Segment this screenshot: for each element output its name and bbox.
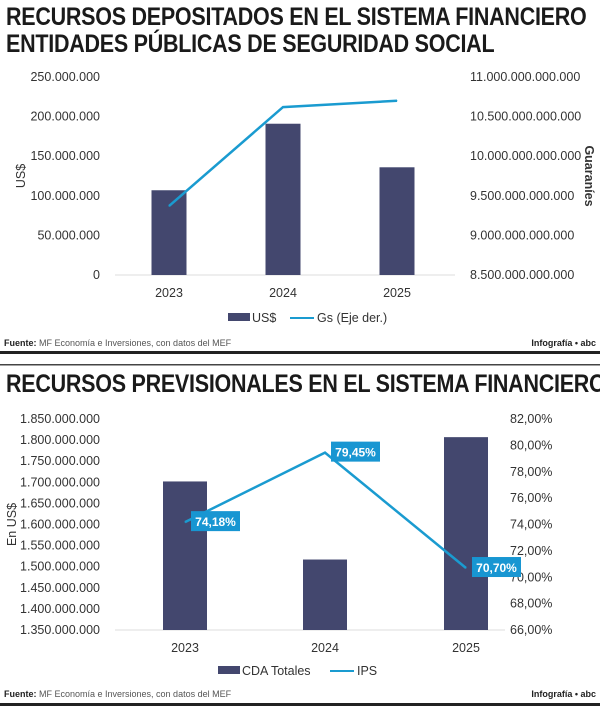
y-tick-label: 1.500.000.000 <box>20 560 100 574</box>
bar-2025 <box>444 437 488 630</box>
y-tick-label: 1.700.000.000 <box>20 475 100 489</box>
y-tick-label: 1.600.000.000 <box>20 518 100 532</box>
data-label-box <box>191 511 240 532</box>
y2-tick-label: 76,00% <box>510 491 552 505</box>
chart2-title: RECURSOS PREVISIONALES EN EL SISTEMA FIN… <box>6 370 600 398</box>
y-tick-label: 1.850.000.000 <box>20 412 100 426</box>
legend-bar-label: CDA Totales <box>242 664 311 678</box>
y2-tick-label: 80,00% <box>510 438 552 452</box>
line-point <box>465 567 467 569</box>
y-tick-label: 0 <box>93 268 100 282</box>
y2-tick-label: 78,00% <box>510 465 552 479</box>
divider <box>0 364 600 366</box>
bar-2023 <box>151 190 187 275</box>
data-label: 70,70% <box>476 561 517 575</box>
y-axis-label: US$ <box>14 164 28 188</box>
x-tick-label: 2023 <box>171 641 199 655</box>
y2-tick-label: 72,00% <box>510 544 552 558</box>
y-tick-label: 1.550.000.000 <box>20 539 100 553</box>
source-text: MF Economía e Inversiones, con datos del… <box>37 338 232 348</box>
bar-2024 <box>303 559 347 630</box>
y2-tick-label: 9.000.000.000.000 <box>470 228 574 242</box>
y-tick-label: 50.000.000 <box>37 228 100 242</box>
data-label-box <box>472 557 521 578</box>
y-tick-label: 150.000.000 <box>30 149 100 163</box>
y-tick-label: 200.000.000 <box>30 110 100 124</box>
y-tick-label: 1.800.000.000 <box>20 433 100 447</box>
y2-tick-label: 10.000.000.000.000 <box>470 149 581 163</box>
source-label: Fuente: <box>4 689 37 699</box>
y2-tick-label: 74,00% <box>510 518 552 532</box>
x-tick-label: 2025 <box>452 641 480 655</box>
credit-logo-2: Infografía • abc <box>531 689 596 699</box>
x-tick-label: 2024 <box>269 286 297 300</box>
y2-axis-label: Guaraníes <box>582 145 596 206</box>
bar-2024 <box>265 123 301 275</box>
line-point <box>168 205 170 207</box>
y2-tick-label: 10.500.000.000.000 <box>470 110 581 124</box>
data-label: 74,18% <box>195 515 236 529</box>
bar-2025 <box>379 167 415 275</box>
legend-bar-swatch <box>228 313 250 321</box>
y2-tick-label: 66,00% <box>510 623 552 637</box>
data-label-box <box>331 441 380 462</box>
line-point <box>396 100 398 102</box>
legend-line-label: IPS <box>357 664 377 678</box>
x-tick-label: 2024 <box>311 641 339 655</box>
legend-line-label: Gs (Eje der.) <box>317 311 387 325</box>
y-tick-label: 1.650.000.000 <box>20 496 100 510</box>
credit-logo-1: Infografía • abc <box>531 338 596 348</box>
divider <box>0 351 600 354</box>
line-IPS <box>184 451 467 569</box>
x-tick-label: 2025 <box>383 286 411 300</box>
data-label: 79,45% <box>335 446 376 460</box>
divider <box>0 703 600 706</box>
y2-tick-label: 68,00% <box>510 597 552 611</box>
y-tick-label: 250.000.000 <box>30 70 100 84</box>
y2-tick-label: 82,00% <box>510 412 552 426</box>
y-tick-label: 1.400.000.000 <box>20 602 100 616</box>
source-note-2: Fuente: MF Economía e Inversiones, con d… <box>4 689 232 699</box>
bar-2023 <box>163 481 207 630</box>
source-label: Fuente: <box>4 338 37 348</box>
y-axis-label: En US$ <box>5 503 19 546</box>
y2-tick-label: 8.500.000.000.000 <box>470 268 574 282</box>
y-tick-label: 1.750.000.000 <box>20 454 100 468</box>
y-tick-label: 100.000.000 <box>30 189 100 203</box>
chart1-title: RECURSOS DEPOSITADOS EN EL SISTEMA FINAN… <box>6 3 587 31</box>
y-tick-label: 1.350.000.000 <box>20 623 100 637</box>
y2-tick-label: 11.000.000.000.000 <box>470 70 580 84</box>
line-point <box>324 452 326 454</box>
y-tick-label: 1.450.000.000 <box>20 581 100 595</box>
line-point <box>282 106 284 108</box>
y2-tick-label: 9.500.000.000.000 <box>470 189 574 203</box>
x-tick-label: 2023 <box>155 286 183 300</box>
line-point <box>184 521 186 523</box>
source-text: MF Economía e Inversiones, con datos del… <box>37 689 232 699</box>
source-note-1: Fuente: MF Economía e Inversiones, con d… <box>4 338 232 348</box>
legend-bar-label: US$ <box>252 311 276 325</box>
legend-bar-swatch <box>218 666 240 674</box>
chart1-subtitle: ENTIDADES PÚBLICAS DE SEGURIDAD SOCIAL <box>6 30 495 58</box>
